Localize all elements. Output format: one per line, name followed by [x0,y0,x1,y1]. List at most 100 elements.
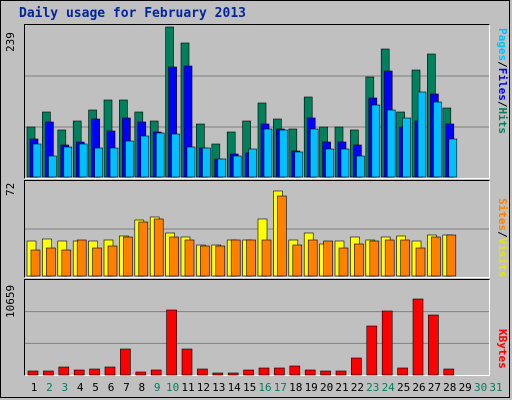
sites-bar [92,247,102,277]
x-tick-label: 10 [165,381,180,394]
x-tick-label: 12 [196,381,211,394]
x-tick-label: 5 [92,381,99,394]
x-tick-label: 28 [443,381,457,394]
sites-bar [277,195,287,277]
kbytes-bar [212,372,224,376]
sites-bar [169,236,179,277]
sites-bar [246,239,256,277]
sites-bar [446,234,457,277]
kbytes-bar [120,348,131,376]
x-tick-label: 22 [350,381,365,394]
pages-bar [140,135,150,178]
x-tick-label: 19 [304,381,318,394]
pages-bar [417,91,427,178]
kbytes-bar [289,365,301,376]
x-tick-label: 23 [366,381,380,394]
sites-bar [338,247,349,277]
sites-bar [215,245,226,277]
x-tick-label: 31 [489,381,503,394]
pages-bar [294,151,304,178]
x-tick-label: 1 [30,381,38,394]
kbytes-bar [428,314,439,376]
pages-bar [217,158,227,178]
sites-bar [138,221,149,277]
pages-bar [340,148,350,178]
kbytes-bar [304,369,316,376]
kbytes-bar [197,368,208,376]
kbytes-bar [43,370,54,376]
sites-bar [415,247,426,277]
pages-bar [433,101,442,178]
x-tick-label: 21 [335,381,349,394]
x-tick-label: 15 [242,381,257,394]
sites-bar [384,239,395,277]
x-tick-label: 9 [153,381,161,394]
kbytes-bar [397,367,408,376]
pages-bar [248,148,257,178]
x-tick-label: 13 [212,381,226,394]
x-tick-label: 14 [227,381,241,394]
kbytes-bar [443,368,455,376]
kbytes-bar [351,357,362,376]
sites-bar [400,239,410,277]
kbytes-bar [258,367,270,376]
sites-bar [184,239,195,277]
page-title: Daily usage for February 2013 [19,6,246,21]
kbytes-bar [274,367,285,376]
pages-bar [32,143,42,178]
kbytes-bar [58,366,70,376]
sites-bar [123,236,133,277]
x-tick-label: 24 [381,381,395,394]
pages-bar [63,146,73,178]
kbytes-bar [320,370,331,376]
sites-bar [46,247,56,277]
pages-bar [325,148,334,178]
pages-bar [78,143,88,178]
sites-bar [153,218,164,277]
pages-bar [309,128,319,178]
pages-bar [155,132,165,178]
kbytes-bar [227,372,239,376]
pages-bar [279,129,288,178]
pages-bar [356,155,365,178]
kbytes-bar [366,325,378,376]
pages-bar [202,147,211,178]
kbytes-bar [166,309,177,376]
sites-bar [307,239,318,277]
kbytes-bar [412,298,424,376]
x-tick-label: 3 [61,381,69,394]
sites-bar [354,243,364,277]
sites-bar [261,239,272,277]
sites-bar [76,239,87,277]
pages-bar [48,155,57,178]
x-tick-label: 25 [396,381,411,394]
x-tick-label: 4 [76,381,84,394]
sites-bar [107,245,118,277]
kbytes-bar [335,370,347,376]
x-tick-label: 20 [319,381,334,394]
pages-bar [402,117,411,178]
pages-bar [186,146,196,178]
kbytes-bar [104,366,116,376]
sites-bar [30,249,41,277]
pages-bar [232,155,242,178]
volume-panel [24,279,490,376]
pages-bar [263,128,273,178]
kbytes-bar [150,369,162,376]
x-tick-label: 17 [273,381,288,394]
pages-bar [386,109,396,178]
x-tick-label: 26 [412,381,426,394]
kbytes-bar [181,348,193,376]
kbytes-bar [381,310,393,376]
pages-bar [171,133,180,178]
sites-bar [369,240,380,277]
sites-bar [292,244,303,277]
x-tick-label: 27 [427,381,442,394]
pages-bar [448,138,458,178]
kbytes-bar [27,370,39,376]
sites-bar [431,236,441,277]
pages-bar [94,147,103,178]
x-tick-label: 6 [107,381,115,394]
kbytes-bar [243,369,254,376]
sites-bar [61,249,72,277]
